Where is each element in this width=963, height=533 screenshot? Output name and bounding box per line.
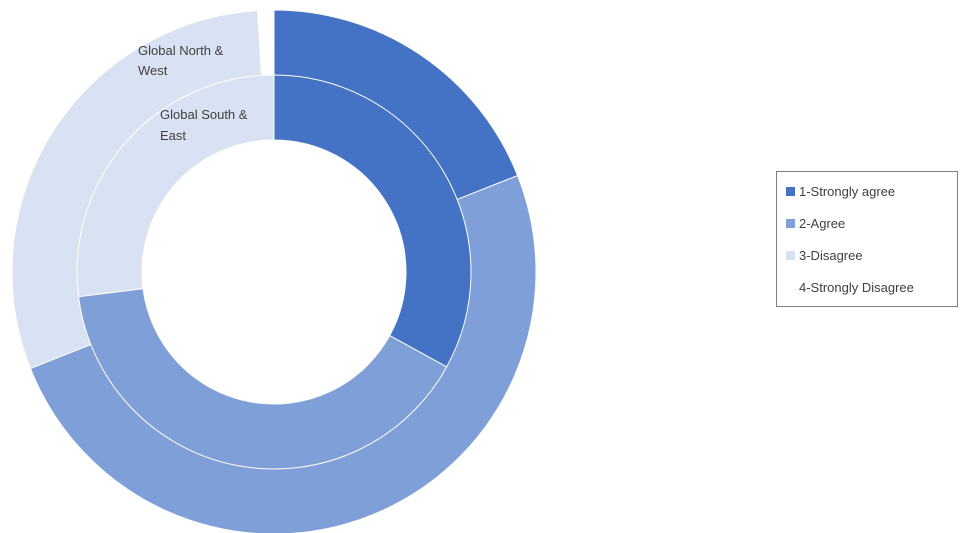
outer-ring-label-line2: West (138, 63, 168, 78)
legend-swatch-strongly-agree (786, 186, 795, 196)
inner-ring-label-line2: East (160, 128, 186, 143)
legend-label: 2-Agree (799, 215, 846, 231)
legend-label: 1-Strongly agree (799, 183, 896, 199)
outer-ring-label-line1: Global North & (138, 43, 224, 58)
legend-swatch-disagree (786, 250, 795, 260)
legend-label: 4-Strongly Disagree (799, 279, 914, 295)
inner-ring-label-line1: Global South & (160, 107, 248, 122)
inner-slice--strongly-agree[interactable] (273, 74, 472, 368)
legend-item-agree[interactable]: 2-Agree (786, 207, 957, 239)
inner-slice--agree[interactable] (77, 287, 448, 470)
inner-slice--disagree[interactable] (76, 74, 275, 298)
legend-item-strongly-disagree[interactable]: 4-Strongly Disagree (786, 271, 957, 303)
outer-ring (11, 9, 537, 533)
legend-item-disagree[interactable]: 3-Disagree (786, 239, 957, 271)
inner-ring (76, 74, 472, 470)
legend-swatch-agree (786, 218, 795, 228)
legend: 1-Strongly agree 2-Agree 3-Disagree 4-St… (776, 171, 958, 307)
legend-label: 3-Disagree (799, 247, 863, 263)
legend-item-strongly-agree[interactable]: 1-Strongly agree (786, 175, 957, 207)
legend-swatch-strongly-disagree (786, 282, 795, 292)
